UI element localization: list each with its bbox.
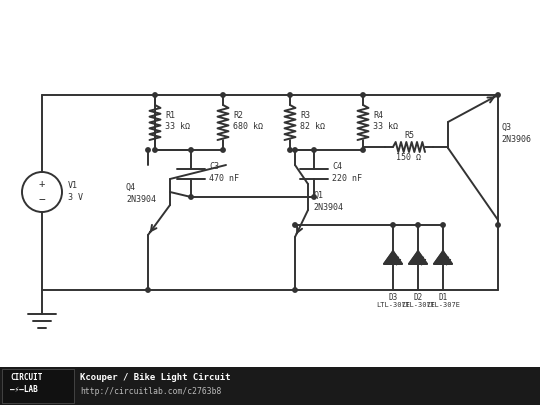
Text: R4: R4 — [373, 111, 383, 120]
Circle shape — [312, 195, 316, 199]
Text: 33 kΩ: 33 kΩ — [373, 122, 398, 131]
Circle shape — [293, 223, 297, 227]
Circle shape — [293, 148, 297, 152]
Polygon shape — [434, 251, 452, 264]
Circle shape — [496, 223, 500, 227]
Text: 470 nF: 470 nF — [209, 174, 239, 183]
Text: 82 kΩ: 82 kΩ — [300, 122, 325, 131]
Text: D1: D1 — [438, 292, 448, 301]
Circle shape — [221, 93, 225, 97]
Text: LTL-307E: LTL-307E — [376, 302, 410, 308]
Text: R5: R5 — [404, 132, 414, 141]
Text: LTL-307E: LTL-307E — [426, 302, 460, 308]
Bar — [2, 369, 74, 403]
Text: 220 nF: 220 nF — [332, 174, 362, 183]
Circle shape — [441, 223, 445, 227]
Circle shape — [361, 148, 365, 152]
Circle shape — [153, 93, 157, 97]
Text: Q3: Q3 — [501, 122, 511, 132]
Text: R3: R3 — [300, 111, 310, 120]
Circle shape — [189, 195, 193, 199]
Circle shape — [146, 148, 150, 152]
Text: 2N3906: 2N3906 — [501, 134, 531, 143]
Polygon shape — [409, 251, 427, 264]
Text: 2N3904: 2N3904 — [126, 194, 156, 203]
Circle shape — [189, 148, 193, 152]
Text: —⚡—LAB: —⚡—LAB — [10, 384, 38, 394]
Text: V1: V1 — [68, 181, 78, 190]
Text: 33 kΩ: 33 kΩ — [165, 122, 190, 131]
Text: 2N3904: 2N3904 — [313, 202, 343, 211]
Text: Q1: Q1 — [313, 190, 323, 200]
Text: Kcouper / Bike Light Circuit: Kcouper / Bike Light Circuit — [80, 373, 231, 382]
Circle shape — [153, 148, 157, 152]
Circle shape — [146, 288, 150, 292]
Circle shape — [288, 93, 292, 97]
Text: C4: C4 — [332, 162, 342, 171]
Text: D3: D3 — [388, 292, 397, 301]
Text: −: − — [39, 195, 45, 205]
Text: LTL-307E: LTL-307E — [401, 302, 435, 308]
Circle shape — [312, 148, 316, 152]
Text: CIRCUIT: CIRCUIT — [10, 373, 42, 382]
Text: D2: D2 — [414, 292, 423, 301]
Text: http://circuitlab.com/c2763b8: http://circuitlab.com/c2763b8 — [80, 386, 221, 396]
Text: 680 kΩ: 680 kΩ — [233, 122, 263, 131]
Circle shape — [391, 223, 395, 227]
Text: Q4: Q4 — [126, 183, 136, 192]
Text: R1: R1 — [165, 111, 175, 120]
Text: 150 Ω: 150 Ω — [396, 153, 422, 162]
Text: C3: C3 — [209, 162, 219, 171]
Circle shape — [496, 93, 500, 97]
Text: R2: R2 — [233, 111, 243, 120]
Circle shape — [416, 223, 420, 227]
Circle shape — [361, 93, 365, 97]
Polygon shape — [384, 251, 402, 264]
Bar — [0, 367, 540, 405]
Circle shape — [288, 148, 292, 152]
Circle shape — [221, 148, 225, 152]
Circle shape — [293, 288, 297, 292]
Text: 3 V: 3 V — [68, 194, 83, 202]
Text: +: + — [39, 179, 45, 189]
